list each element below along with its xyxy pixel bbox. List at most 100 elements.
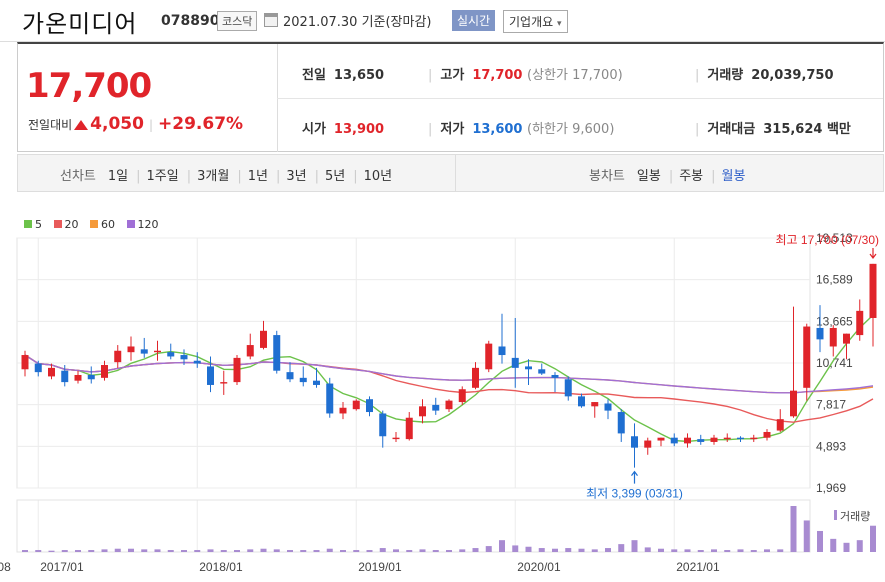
candle-body (829, 327, 837, 347)
volume-plot-frame (16, 499, 811, 553)
low-label: 저가 (440, 122, 465, 137)
candle-body (472, 367, 479, 388)
volume-bar (512, 545, 519, 552)
candle-body (816, 327, 824, 340)
candle-body (140, 349, 148, 354)
max-arrow (869, 248, 877, 259)
volume-bar (88, 550, 95, 552)
volume-bar (697, 550, 704, 552)
ma120-line (24, 354, 874, 394)
volume-bar (724, 550, 731, 552)
period-3m[interactable]: 3개월 (197, 169, 230, 184)
candle-body (180, 355, 188, 360)
quote-box: 17,700 전일대비 4,050 | +29.67% 전일 13,650 | 고가 17,… (17, 42, 884, 152)
volume-bar (340, 550, 346, 552)
stock-code: 078890 (161, 13, 220, 29)
change-rate: +29.67% (158, 114, 244, 134)
volume-bar (538, 548, 545, 552)
upper-limit: (상한가 17,700) (527, 68, 623, 83)
candle-body (405, 417, 413, 440)
volume-bar (446, 550, 452, 552)
period-5y[interactable]: 5년 (324, 169, 346, 184)
volume-legend-swatch (834, 510, 837, 520)
up-arrow-icon (74, 120, 89, 130)
volume-bar (273, 549, 280, 552)
prev-label: 전일 (302, 68, 326, 83)
candle-body (591, 402, 599, 407)
candle-body (233, 357, 241, 383)
volume-bar (803, 520, 810, 552)
amount-cell: | 거래대금 315,624 백만 (695, 122, 851, 137)
period-1y[interactable]: 1년 (247, 169, 268, 184)
candle-body (564, 379, 572, 397)
candle-body (697, 439, 705, 442)
candle-body (313, 380, 320, 385)
volume-bar (870, 525, 876, 552)
volume-bar (61, 550, 68, 552)
candle-body (167, 352, 175, 357)
high-label: 고가 (440, 68, 465, 83)
candle-body (578, 396, 585, 407)
volume-label: 거래량 (707, 68, 744, 83)
volume-bar (379, 548, 386, 552)
volume-bar (114, 548, 121, 552)
volume-bar (287, 550, 293, 552)
period-1d[interactable]: 1일 (107, 169, 129, 184)
volume-bar (459, 549, 466, 552)
current-price: 17,700 (26, 66, 152, 106)
candle-body (710, 437, 718, 442)
candle-weekly[interactable]: 주봉 (679, 169, 704, 184)
candle-body (101, 365, 108, 378)
amount-label: 거래대금 (707, 122, 756, 137)
x-tick-label: 2016/08 (0, 560, 11, 574)
volume-bar (419, 549, 426, 552)
prev-close: 전일 13,650 (302, 64, 384, 83)
volume-bar (684, 549, 691, 552)
period-10y[interactable]: 10년 (363, 169, 393, 184)
line-chart-title: 선차트 (60, 169, 96, 184)
volume-value: 20,039,750 (751, 68, 834, 83)
period-3y[interactable]: 3년 (286, 169, 307, 184)
volume-bar (856, 540, 863, 552)
candle-body (432, 404, 440, 411)
volume-bar (817, 530, 823, 552)
candle-body (114, 350, 122, 363)
high-value: 17,700 (472, 68, 523, 83)
candle-body (260, 330, 267, 348)
ma20-line (24, 354, 874, 423)
candle-body (21, 355, 29, 370)
candle-body (379, 413, 387, 437)
volume-cell: | 거래량 20,039,750 (695, 68, 834, 83)
realtime-button[interactable]: 실시간 (452, 10, 496, 31)
volume-bar (353, 550, 360, 552)
candle-body (869, 263, 877, 318)
volume-bar (207, 549, 214, 552)
candle-body (511, 357, 519, 368)
candle-body (286, 372, 294, 380)
legend-ma20: 20 (53, 218, 79, 231)
candle-body (339, 407, 347, 414)
candle-daily[interactable]: 일봉 (636, 169, 661, 184)
candle-body (604, 403, 612, 411)
period-1w[interactable]: 1주일 (146, 169, 179, 184)
header: 가온미디어 078890 코스닥 2021.07.30 기준(장마감) 실시간 … (0, 0, 885, 42)
volume-bar (552, 548, 558, 552)
candle-body (87, 374, 95, 380)
candle-body (856, 310, 864, 336)
candle-body (617, 412, 625, 434)
x-tick-label: 2021/01 (676, 560, 720, 574)
x-tick-label: 2018/01 (199, 560, 243, 574)
candle-body (723, 437, 731, 440)
volume-bar (525, 546, 532, 552)
candle-body (299, 377, 307, 383)
volume-bar (644, 547, 651, 552)
candle-monthly[interactable]: 월봉 (721, 169, 746, 184)
volume-bar (605, 548, 611, 552)
volume-bar (234, 550, 240, 552)
candle-body (684, 437, 691, 444)
candle-body (631, 436, 638, 448)
volume-bar (181, 550, 187, 552)
company-info-dropdown[interactable]: 기업개요 ▾ (503, 10, 568, 33)
calendar-icon (264, 13, 278, 27)
